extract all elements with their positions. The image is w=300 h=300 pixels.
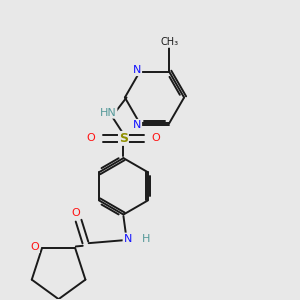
Text: H: H bbox=[142, 233, 150, 244]
Text: N: N bbox=[124, 233, 132, 244]
Text: O: O bbox=[87, 134, 96, 143]
Text: HN: HN bbox=[100, 108, 116, 118]
Text: N: N bbox=[133, 65, 141, 75]
Text: S: S bbox=[119, 132, 128, 145]
Text: CH₃: CH₃ bbox=[160, 37, 178, 47]
Text: O: O bbox=[30, 242, 39, 252]
Text: N: N bbox=[133, 120, 141, 130]
Text: O: O bbox=[71, 208, 80, 218]
Text: O: O bbox=[151, 134, 160, 143]
